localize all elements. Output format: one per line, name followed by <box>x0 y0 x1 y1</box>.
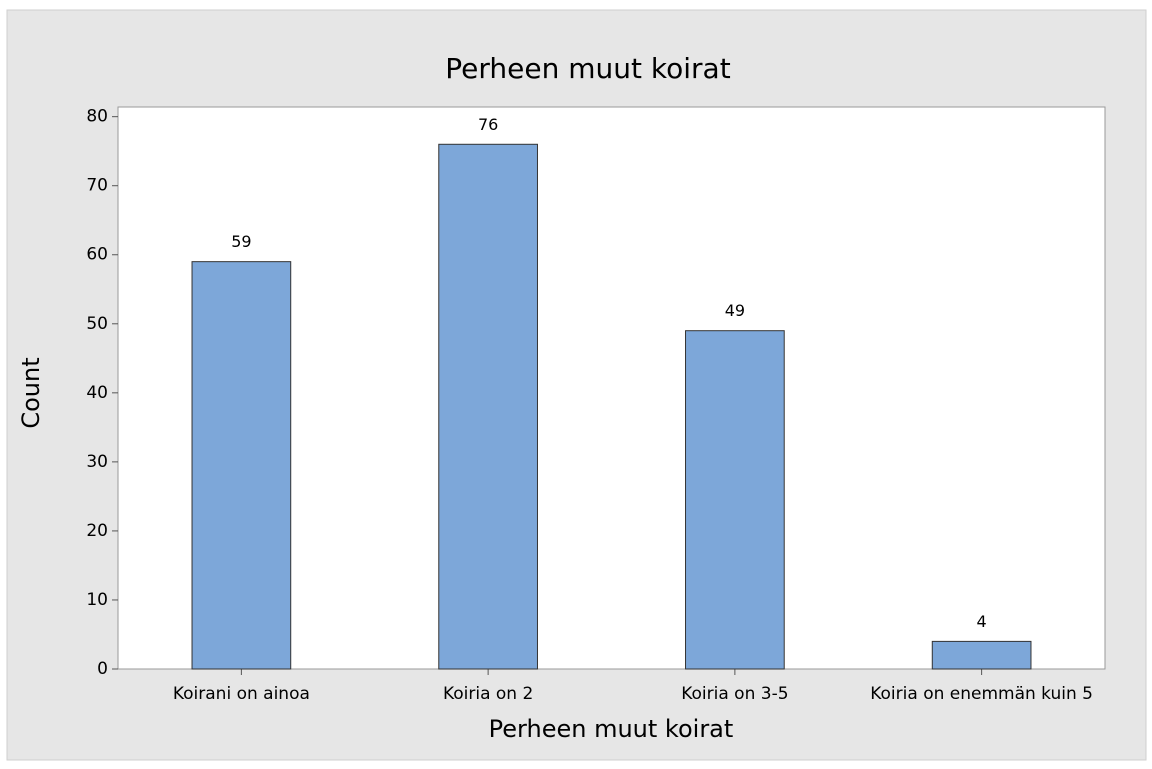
data-label: 49 <box>725 301 745 320</box>
y-tick-label: 70 <box>86 176 108 196</box>
y-tick-label: 0 <box>97 659 108 679</box>
x-tick-label: Koirani on ainoa <box>173 684 310 704</box>
y-tick-label: 80 <box>86 107 108 127</box>
y-tick-label: 30 <box>86 452 108 472</box>
data-label: 4 <box>977 612 987 631</box>
y-tick-label: 10 <box>86 590 108 610</box>
x-tick-label: Koiria on 2 <box>443 684 533 704</box>
bar <box>438 143 538 670</box>
x-tick-label: Koiria on 3-5 <box>681 684 788 704</box>
data-label: 59 <box>231 232 251 251</box>
x-tick-label: Koiria on enemmän kuin 5 <box>870 684 1093 704</box>
y-axis-label: Count <box>17 357 45 428</box>
y-tick-label: 20 <box>86 521 108 541</box>
y-tick-label: 60 <box>86 245 108 265</box>
bar <box>685 330 785 670</box>
chart-title: Perheen muut koirat <box>445 52 730 85</box>
bar <box>191 261 292 670</box>
x-axis-label: Perheen muut koirat <box>489 715 734 743</box>
y-tick-label: 40 <box>86 383 108 403</box>
data-label: 76 <box>478 115 498 134</box>
y-tick-label: 50 <box>86 314 108 334</box>
bar <box>931 640 1032 670</box>
